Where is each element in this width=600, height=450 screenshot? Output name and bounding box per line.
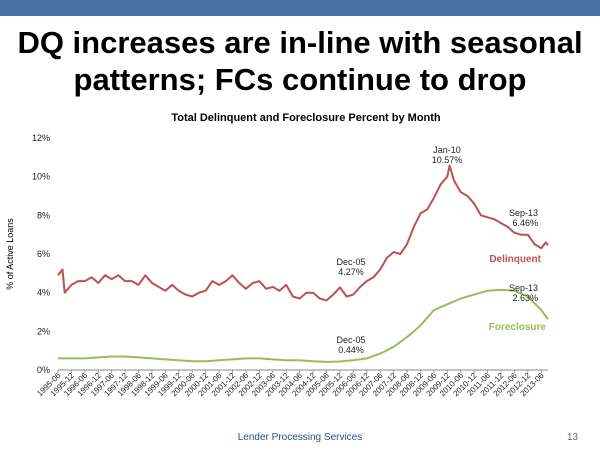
annotation-date: Dec-05 — [336, 335, 365, 345]
series-label-delinquent: Delinquent — [489, 254, 541, 265]
annotation-date: Sep-13 — [509, 208, 538, 218]
y-tick-label: 10% — [32, 172, 50, 182]
chart-title: Total Delinquent and Foreclosure Percent… — [171, 112, 441, 124]
y-tick-label: 12% — [32, 133, 50, 143]
annotation-value: 0.44% — [338, 345, 364, 355]
annotation-value: 2.63% — [512, 293, 538, 303]
slide-title-line-1: DQ increases are in-line with seasonal — [17, 25, 583, 60]
series-line-delinquent — [57, 164, 549, 302]
footer-text: Lender Processing Services — [237, 432, 363, 443]
annotation-date: Jan-10 — [433, 145, 461, 155]
annotation-value: 6.46% — [512, 218, 538, 228]
series-label-foreclosure: Foreclosure — [489, 322, 547, 333]
y-tick-label: 2% — [37, 326, 50, 336]
annotation-date: Dec-05 — [336, 257, 365, 267]
slide-title-line-2: patterns; FCs continue to drop — [73, 62, 527, 97]
header-bar — [0, 0, 600, 16]
y-tick-label: 6% — [37, 249, 50, 259]
y-tick-label: 8% — [37, 210, 50, 220]
y-axis-label: % of Active Loans — [5, 218, 15, 290]
annotation-date: Sep-13 — [509, 283, 538, 293]
annotation-value: 10.57% — [432, 155, 463, 165]
line-chart: Total Delinquent and Foreclosure Percent… — [5, 112, 549, 398]
page-number: 13 — [567, 432, 579, 443]
series-line-foreclosure — [58, 288, 549, 363]
y-tick-label: 4% — [37, 288, 50, 298]
annotation-value: 4.27% — [338, 267, 364, 277]
y-tick-label: 0% — [37, 365, 50, 375]
slide-title: DQ increases are in-line with seasonal p… — [0, 24, 600, 98]
